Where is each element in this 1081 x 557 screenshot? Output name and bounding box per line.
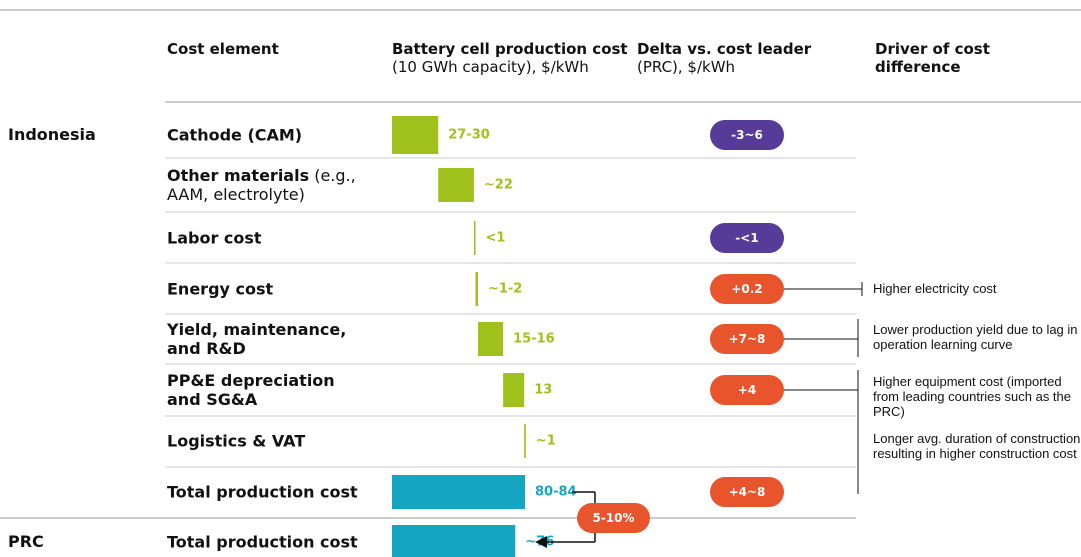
total-bar: [392, 475, 525, 509]
value-label: 27-30: [448, 128, 490, 143]
value-label: 80-84: [535, 485, 577, 500]
value-label: 13: [534, 383, 552, 398]
delta-pill: -<1: [710, 223, 784, 253]
header: Driver of cost difference: [875, 40, 1025, 76]
header-regular: (PRC), $/kWh: [637, 58, 736, 76]
header-bold: Driver of cost difference: [875, 40, 990, 76]
header: Cost element: [167, 40, 367, 58]
category: PP&E depreciation and SG&A: [167, 371, 372, 409]
category-name: Yield, maintenance, and R&D: [167, 320, 347, 358]
arrowhead: [535, 536, 547, 548]
category-name: Other materials: [167, 166, 310, 185]
header-bold: Cost element: [167, 40, 279, 58]
category-name: Cathode (CAM): [167, 125, 303, 145]
value-label: ~22: [484, 178, 513, 193]
group-label: Indonesia: [8, 125, 96, 144]
header: Battery cell production cost (10 GWh capa…: [392, 40, 632, 76]
bar: [473, 221, 476, 255]
category: Cathode (CAM): [167, 126, 372, 145]
value-label: <1: [486, 231, 506, 246]
driver: Higher equipment cost (imported from lea…: [873, 374, 1081, 461]
bar: [438, 168, 474, 202]
bar: [477, 322, 504, 356]
value-label: ~1-2: [488, 282, 522, 297]
delta-pill: -3~6: [710, 120, 784, 150]
header-regular: (10 GWh capacity), $/kWh: [392, 58, 589, 76]
delta-pill: +4: [710, 375, 784, 405]
value-label: ~1: [536, 434, 556, 449]
category-name: Total production cost: [167, 482, 358, 502]
value-label: 15-16: [513, 332, 555, 347]
category-name: PP&E depreciation and SG&A: [167, 371, 335, 409]
driver: Higher electricity cost: [873, 281, 1081, 296]
driver-text: Longer avg. duration of construction res…: [873, 431, 1081, 461]
category: Other materials (e.g., AAM, electrolyte): [167, 166, 372, 204]
header: Delta vs. cost leader (PRC), $/kWh: [637, 40, 837, 76]
bar: [392, 116, 439, 154]
category: Energy cost: [167, 280, 372, 299]
header-bold: Battery cell production cost: [392, 40, 628, 58]
category: Total production cost: [167, 483, 372, 502]
delta-pill: +7~8: [710, 324, 784, 354]
delta-pill: +0.2: [710, 274, 784, 304]
bar: [475, 272, 478, 306]
bar: [503, 373, 525, 407]
driver: Lower production yield due to lag in ope…: [873, 322, 1081, 352]
category: Total production cost: [167, 533, 372, 552]
driver-text: Higher electricity cost: [873, 281, 997, 296]
category-name: Labor cost: [167, 228, 262, 248]
total-bar: [392, 525, 516, 557]
delta-pill: +4~8: [710, 477, 784, 507]
category-note: (e.g., AAM, electrolyte): [167, 166, 356, 204]
category-name: Energy cost: [167, 279, 274, 299]
category: Logistics & VAT: [167, 432, 372, 451]
category: Yield, maintenance, and R&D: [167, 320, 372, 358]
driver-text: Lower production yield due to lag in ope…: [873, 322, 1078, 352]
gap-pill: 5-10%: [577, 503, 650, 533]
header-bold: Delta vs. cost leader: [637, 40, 812, 58]
category: Labor cost: [167, 229, 372, 248]
group-label: PRC: [8, 532, 44, 551]
bar: [524, 424, 526, 458]
category-name: Logistics & VAT: [167, 431, 306, 451]
category-name: Total production cost: [167, 532, 358, 552]
driver-text: Higher equipment cost (imported from lea…: [873, 374, 1071, 419]
